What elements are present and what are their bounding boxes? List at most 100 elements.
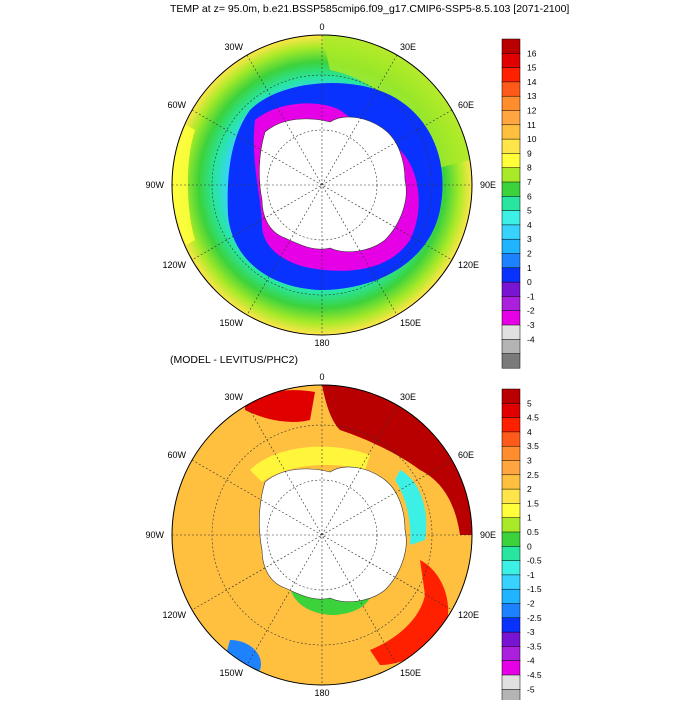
bottom-colorbar-box bbox=[501, 646, 521, 662]
bottom-colorbar-label: 0 bbox=[527, 541, 532, 551]
bottom-colorbar-box bbox=[501, 574, 521, 590]
bottom-colorbar-box bbox=[501, 488, 521, 504]
top-colorbar-label: 13 bbox=[527, 91, 537, 101]
bottom-colorbar-label: 3 bbox=[527, 456, 532, 466]
top-lon-label-0: 0 bbox=[319, 22, 324, 32]
top-warm-west-sector bbox=[172, 125, 195, 245]
bottom-lon-label-0: 0 bbox=[319, 372, 324, 382]
bottom-lon-label-120w: 120W bbox=[162, 610, 186, 620]
top-colorbar-box bbox=[501, 181, 521, 197]
bottom-colorbar-box bbox=[501, 617, 521, 633]
top-lon-label-90w: 90W bbox=[145, 180, 164, 190]
bottom-colorbar-label: -4 bbox=[527, 656, 535, 666]
bottom-lon-label-60w: 60W bbox=[167, 450, 186, 460]
top-colorbar-label: 9 bbox=[527, 148, 532, 158]
bottom-colorbar-label: -3.5 bbox=[527, 641, 542, 651]
bottom-colorbar-label: -3 bbox=[527, 627, 535, 637]
bottom-colorbar-box bbox=[501, 560, 521, 576]
top-colorbar-label: -1 bbox=[527, 291, 535, 301]
bottom-colorbar-label: -5 bbox=[527, 684, 535, 694]
top-graticule bbox=[172, 35, 472, 335]
top-lon-label-60e: 60E bbox=[458, 100, 474, 110]
top-colorbar-box bbox=[501, 296, 521, 312]
bottom-colorbar-box bbox=[501, 503, 521, 519]
top-panel-title: TEMP at z= 95.0m, b.e21.BSSP585cmip6.f09… bbox=[170, 3, 570, 15]
top-colorbar-box bbox=[501, 138, 521, 154]
bottom-colorbar-box bbox=[501, 460, 521, 476]
top-colorbar-box bbox=[501, 81, 521, 97]
bottom-yellow-ring bbox=[250, 446, 370, 482]
bottom-colorbar-label: -1 bbox=[527, 570, 535, 580]
bottom-antarctica bbox=[259, 466, 407, 603]
top-colorbar-box bbox=[501, 310, 521, 326]
bottom-cool-east bbox=[395, 470, 427, 545]
bottom-lon-label-30w: 30W bbox=[224, 392, 243, 402]
bottom-colorbar-label: -0.5 bbox=[527, 556, 542, 566]
top-colorbar-label: 14 bbox=[527, 77, 537, 87]
bottom-colorbar-label: 4.5 bbox=[527, 413, 539, 423]
top-colorbar-label: 15 bbox=[527, 63, 537, 73]
bottom-colorbar-box bbox=[501, 517, 521, 533]
bottom-colorbar-box bbox=[501, 588, 521, 605]
top-colorbar-box bbox=[501, 67, 521, 83]
top-colorbar-box bbox=[501, 153, 521, 169]
top-lon-label-180: 180 bbox=[314, 338, 329, 348]
top-colorbar-box bbox=[501, 224, 521, 240]
top-lon-label-120e: 120E bbox=[458, 260, 479, 270]
bottom-lon-label-150e: 150E bbox=[400, 668, 421, 678]
top-colorbar-box bbox=[501, 53, 521, 69]
top-colorbar-box bbox=[501, 124, 521, 140]
top-colorbar-box bbox=[501, 281, 521, 297]
top-lon-label-60w: 60W bbox=[167, 100, 186, 110]
top-colorbar-label: -2 bbox=[527, 306, 535, 316]
bottom-colorbar-label: 5 bbox=[527, 398, 532, 408]
bottom-lon-label-120e: 120E bbox=[458, 610, 479, 620]
bottom-colorbar-box bbox=[501, 388, 521, 404]
bottom-colorbar-box bbox=[501, 531, 521, 547]
top-lon-label-90e: 90E bbox=[480, 180, 496, 190]
bottom-colorbar-label: 2.5 bbox=[527, 470, 539, 480]
bottom-map-border bbox=[171, 384, 473, 686]
bottom-colorbar-label: 1.5 bbox=[527, 498, 539, 508]
top-colorbar-label: 0 bbox=[527, 277, 532, 287]
bottom-colorbar-box bbox=[501, 631, 521, 647]
top-colorbar-label: 8 bbox=[527, 163, 532, 173]
top-colorbar-box bbox=[501, 353, 521, 369]
bottom-lon-label-90w: 90W bbox=[145, 530, 164, 540]
bottom-colorbar-label: 0.5 bbox=[527, 527, 539, 537]
bottom-colorbar-box bbox=[501, 660, 521, 676]
top-colorbar-box bbox=[501, 210, 521, 226]
bottom-colorbar-label: -2.5 bbox=[527, 613, 542, 623]
top-colorbar-box bbox=[501, 110, 521, 126]
top-colorbar-label: -3 bbox=[527, 320, 535, 330]
top-colorbar-box bbox=[501, 238, 521, 255]
top-colorbar-label: 1 bbox=[527, 263, 532, 273]
bottom-warm-northeast bbox=[322, 385, 472, 535]
bottom-colorbar-box bbox=[501, 431, 521, 447]
top-colorbar-label: 11 bbox=[527, 120, 536, 130]
top-lon-label-30e: 30E bbox=[400, 42, 416, 52]
bottom-colorbar-box bbox=[501, 674, 521, 690]
top-antarctica bbox=[259, 116, 407, 253]
bottom-colorbar-label: -1.5 bbox=[527, 584, 542, 594]
top-lon-label-150w: 150W bbox=[219, 318, 243, 328]
top-colorbar-label: 12 bbox=[527, 106, 537, 116]
bottom-graticule bbox=[172, 385, 472, 685]
bottom-colorbar-label: 1 bbox=[527, 513, 532, 523]
bottom-lon-label-30e: 30E bbox=[400, 392, 416, 402]
top-colorbar-label: 4 bbox=[527, 220, 532, 230]
top-colorbar-label: -4 bbox=[527, 334, 535, 344]
top-colorbar-label: 10 bbox=[527, 134, 537, 144]
bottom-lon-label-150w: 150W bbox=[219, 668, 243, 678]
top-colorbar-label: 3 bbox=[527, 234, 532, 244]
top-colorbar-label: 6 bbox=[527, 191, 532, 201]
bottom-lon-label-180: 180 bbox=[314, 688, 329, 698]
bottom-colorbar-label: 2 bbox=[527, 484, 532, 494]
bottom-colorbar-label: -2 bbox=[527, 599, 535, 609]
top-colorbar-box bbox=[501, 339, 521, 355]
bottom-colorbar-box bbox=[501, 689, 521, 705]
bottom-panel-title: (MODEL - LEVITUS/PHC2) bbox=[170, 354, 298, 366]
bottom-colorbar-box bbox=[501, 417, 521, 433]
bottom-colorbar-label: -4.5 bbox=[527, 670, 542, 680]
